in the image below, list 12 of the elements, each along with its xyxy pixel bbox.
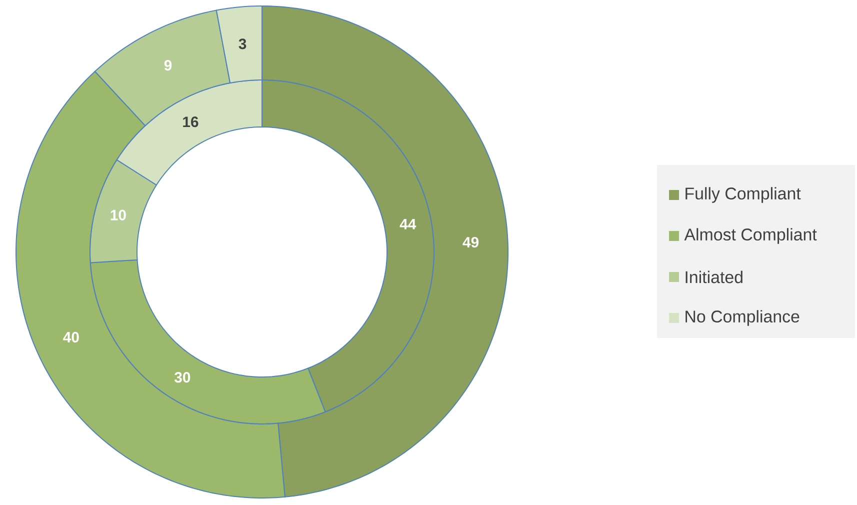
data-label: 3 <box>238 38 246 50</box>
data-label: 10 <box>110 210 126 220</box>
data-label: 40 <box>63 332 79 342</box>
legend-label: Almost Compliant <box>684 228 817 244</box>
legend-label: No Compliance <box>686 310 800 326</box>
data-label: 16 <box>183 116 198 128</box>
data-label: 30 <box>174 372 190 383</box>
data-label: 9 <box>164 60 172 71</box>
data-label: 49 <box>462 236 479 248</box>
legend-label: Fully Compliant <box>686 187 801 203</box>
legend-label: Initiated <box>686 270 742 284</box>
data-label: 44 <box>400 219 416 230</box>
